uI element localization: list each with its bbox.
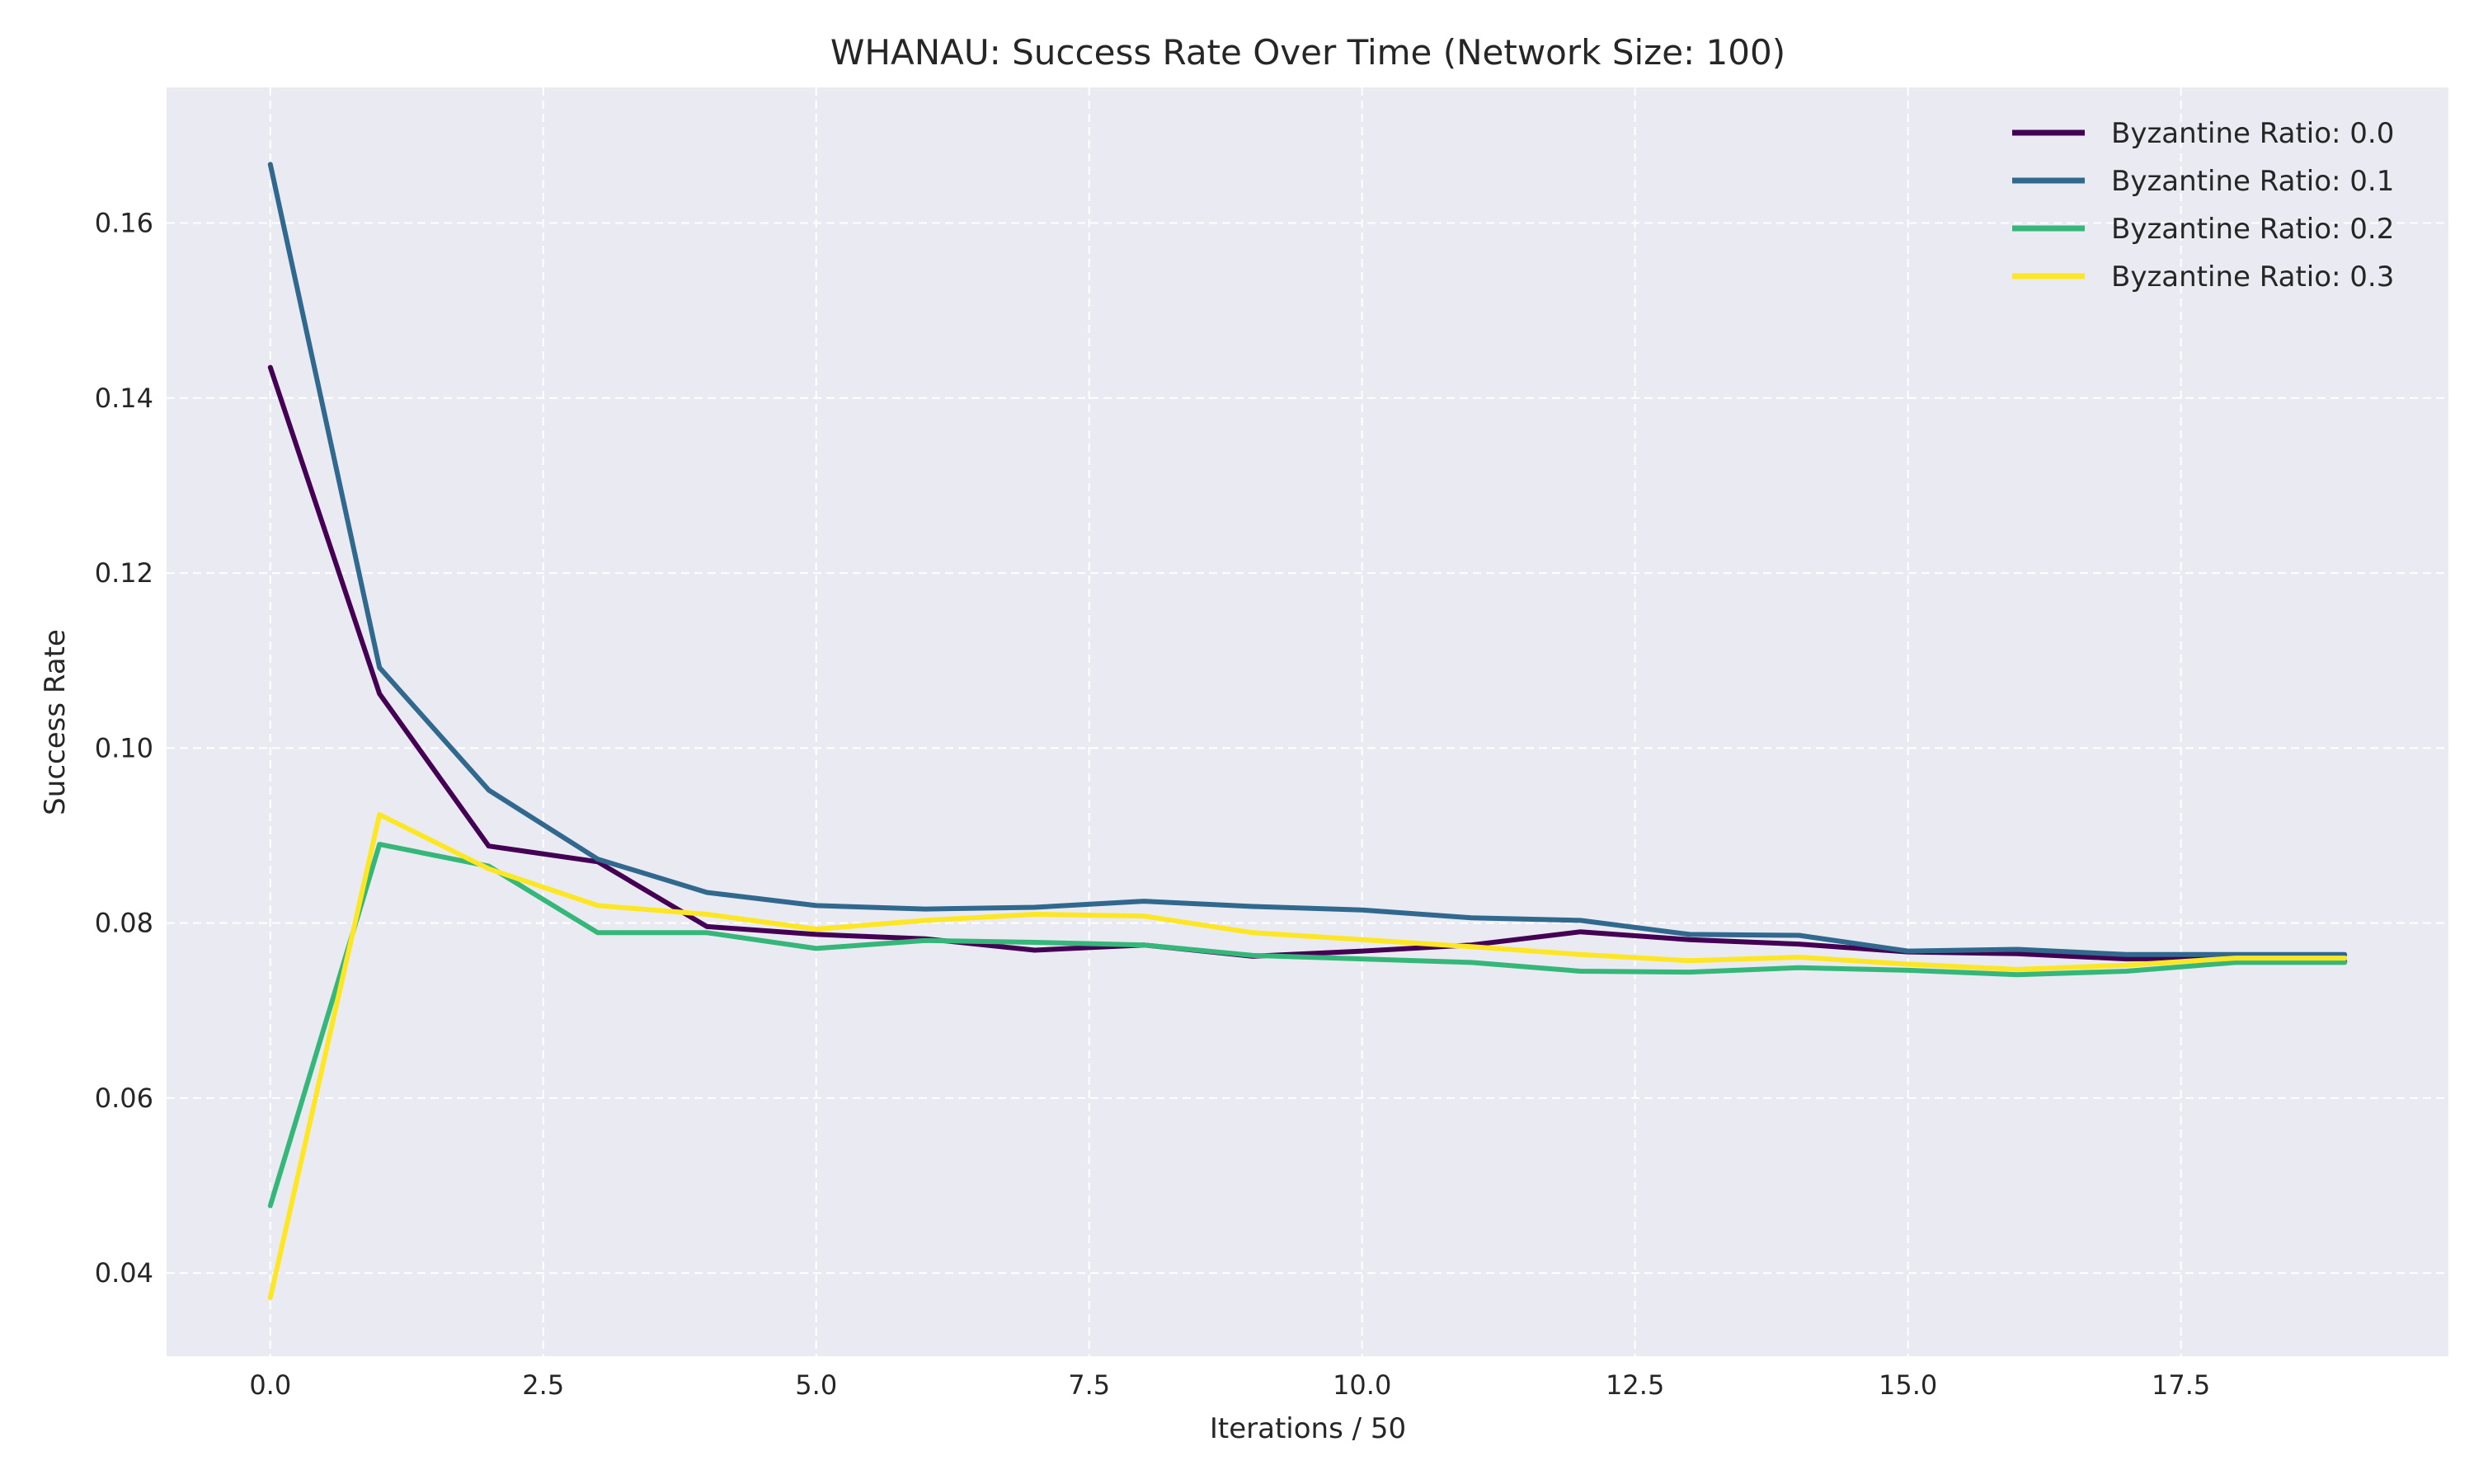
y-axis-label: Success Rate	[39, 629, 72, 815]
y-tick-label: 0.08	[95, 908, 153, 939]
legend-label-1: Byzantine Ratio: 0.1	[2111, 165, 2394, 198]
x-axis-ticks: 0.0 2.5 5.0 7.5 10.0 12.5 15.0 17.5	[249, 1369, 2210, 1401]
series-line-3	[267, 812, 2348, 1300]
x-tick-label: 0.0	[249, 1369, 291, 1401]
legend: Byzantine Ratio: 0.0 Byzantine Ratio: 0.1…	[2012, 117, 2394, 294]
series-line-1	[267, 162, 2348, 957]
x-tick-label: 7.5	[1068, 1369, 1110, 1401]
series-lines	[267, 162, 2348, 1300]
y-tick-label: 0.06	[95, 1082, 153, 1114]
x-tick-label: 15.0	[1879, 1369, 1937, 1401]
series-line-0	[267, 364, 2348, 965]
y-tick-label: 0.10	[95, 732, 153, 763]
x-tick-label: 10.0	[1333, 1369, 1391, 1401]
y-axis-ticks: 0.04 0.06 0.08 0.10 0.12 0.14 0.16	[95, 208, 153, 1289]
plot-area	[167, 87, 2448, 1356]
series-line-2	[267, 842, 2348, 1209]
grid	[167, 87, 2448, 1356]
legend-label-2: Byzantine Ratio: 0.2	[2111, 213, 2394, 246]
x-tick-label: 2.5	[522, 1369, 564, 1401]
x-axis-label: Iterations / 50	[1210, 1412, 1406, 1445]
x-tick-label: 17.5	[2152, 1369, 2210, 1401]
y-tick-label: 0.04	[95, 1257, 153, 1289]
legend-label-3: Byzantine Ratio: 0.3	[2111, 261, 2394, 294]
x-tick-label: 12.5	[1606, 1369, 1664, 1401]
y-tick-label: 0.14	[95, 383, 153, 414]
y-tick-label: 0.12	[95, 557, 153, 589]
x-tick-label: 5.0	[795, 1369, 837, 1401]
y-tick-label: 0.16	[95, 208, 153, 239]
legend-label-0: Byzantine Ratio: 0.0	[2111, 117, 2394, 150]
chart-title: WHANAU: Success Rate Over Time (Network …	[830, 32, 1785, 73]
